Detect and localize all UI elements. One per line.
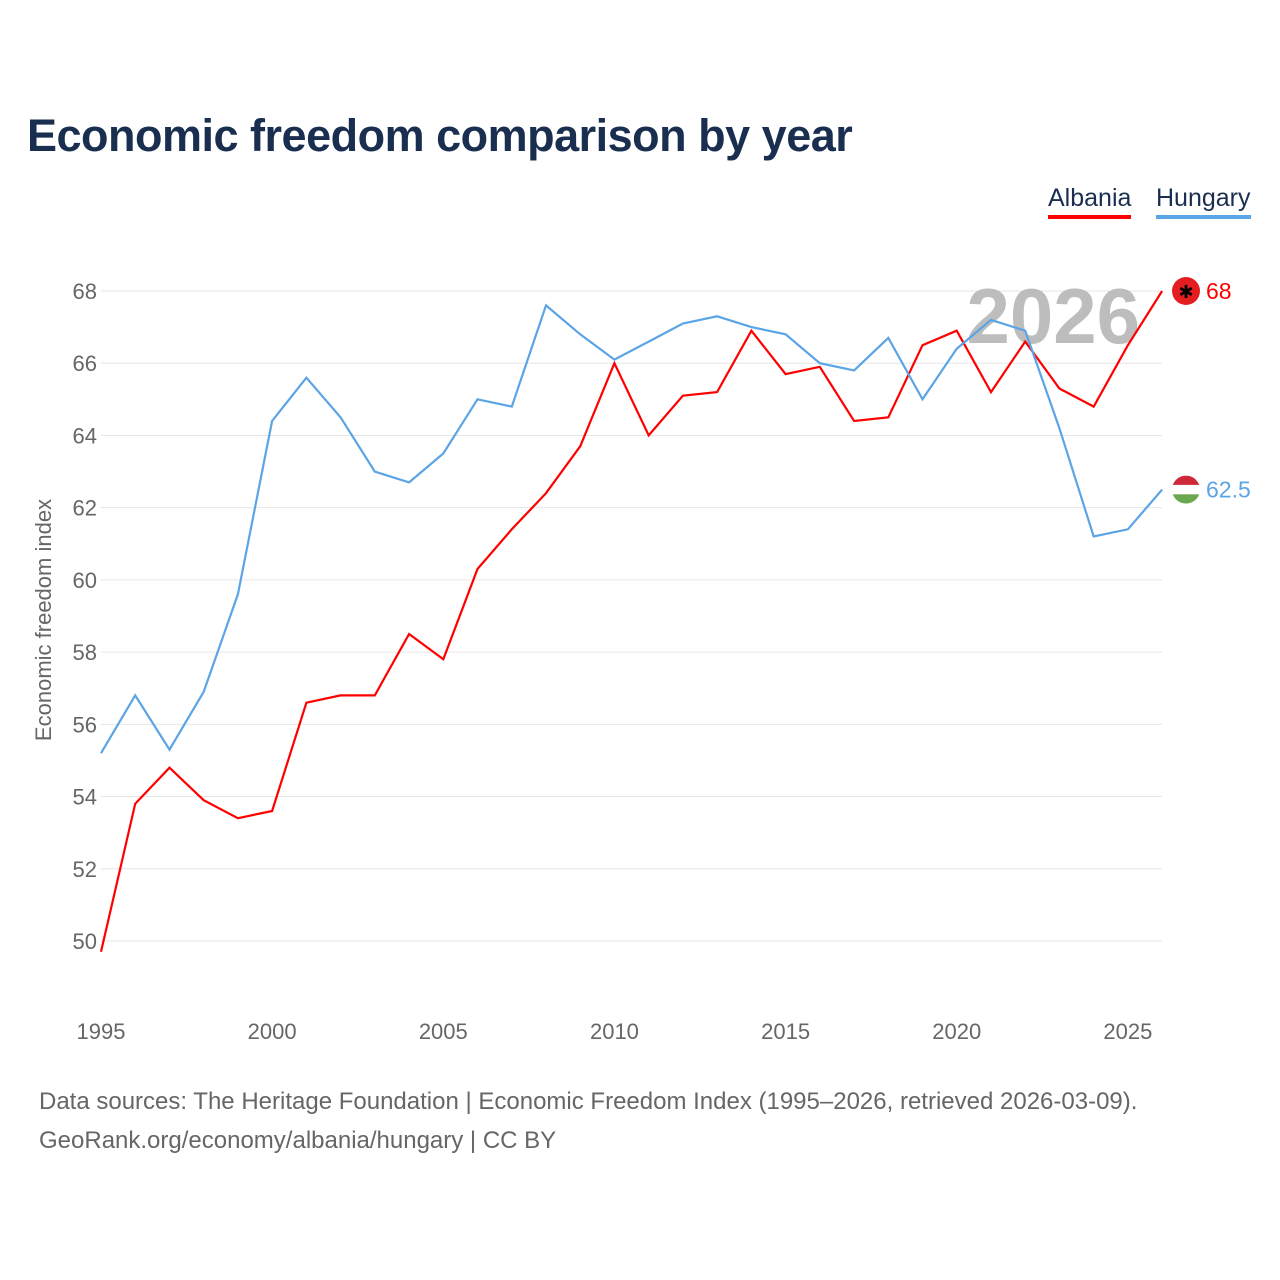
y-tick-label: 66 xyxy=(73,351,97,376)
y-tick-label: 64 xyxy=(73,423,97,448)
x-tick-label: 1995 xyxy=(77,1019,126,1044)
y-tick-label: 58 xyxy=(73,640,97,665)
y-tick-label: 68 xyxy=(73,279,97,304)
flag-hungary-icon xyxy=(1172,475,1200,504)
svg-text:✱: ✱ xyxy=(1178,282,1193,302)
x-tick-label: 2005 xyxy=(419,1019,468,1044)
y-tick-label: 62 xyxy=(73,496,97,521)
y-tick-label: 50 xyxy=(73,929,97,954)
source-url: GeoRank.org/economy/albania/hungary | CC… xyxy=(39,1127,557,1154)
y-tick-label: 54 xyxy=(73,785,97,810)
data-source-note: Data sources: The Heritage Foundation | … xyxy=(39,1088,1138,1115)
series-line-albania xyxy=(99,290,1164,953)
legend-albania[interactable]: Albania xyxy=(1048,184,1132,219)
y-tick-label: 52 xyxy=(73,857,97,882)
x-tick-label: 2000 xyxy=(248,1019,297,1044)
x-tick-label: 2010 xyxy=(590,1019,639,1044)
y-axis-label: Economic freedom index xyxy=(31,499,56,741)
flag-albania-icon: ✱ xyxy=(1172,277,1200,305)
x-tick-label: 2020 xyxy=(932,1019,981,1044)
end-label-albania: 68 xyxy=(1206,278,1232,304)
legend-hungary[interactable]: Hungary xyxy=(1156,184,1251,219)
end-label-hungary: 62.5 xyxy=(1206,477,1251,503)
y-tick-label: 56 xyxy=(73,712,97,737)
chart-title: Economic freedom comparison by year xyxy=(27,110,853,161)
series-line-hungary xyxy=(100,303,1163,754)
x-tick-label: 2015 xyxy=(761,1019,810,1044)
x-tick-label: 2025 xyxy=(1103,1019,1152,1044)
year-watermark: 2026 xyxy=(966,272,1140,360)
y-tick-label: 60 xyxy=(73,568,97,593)
